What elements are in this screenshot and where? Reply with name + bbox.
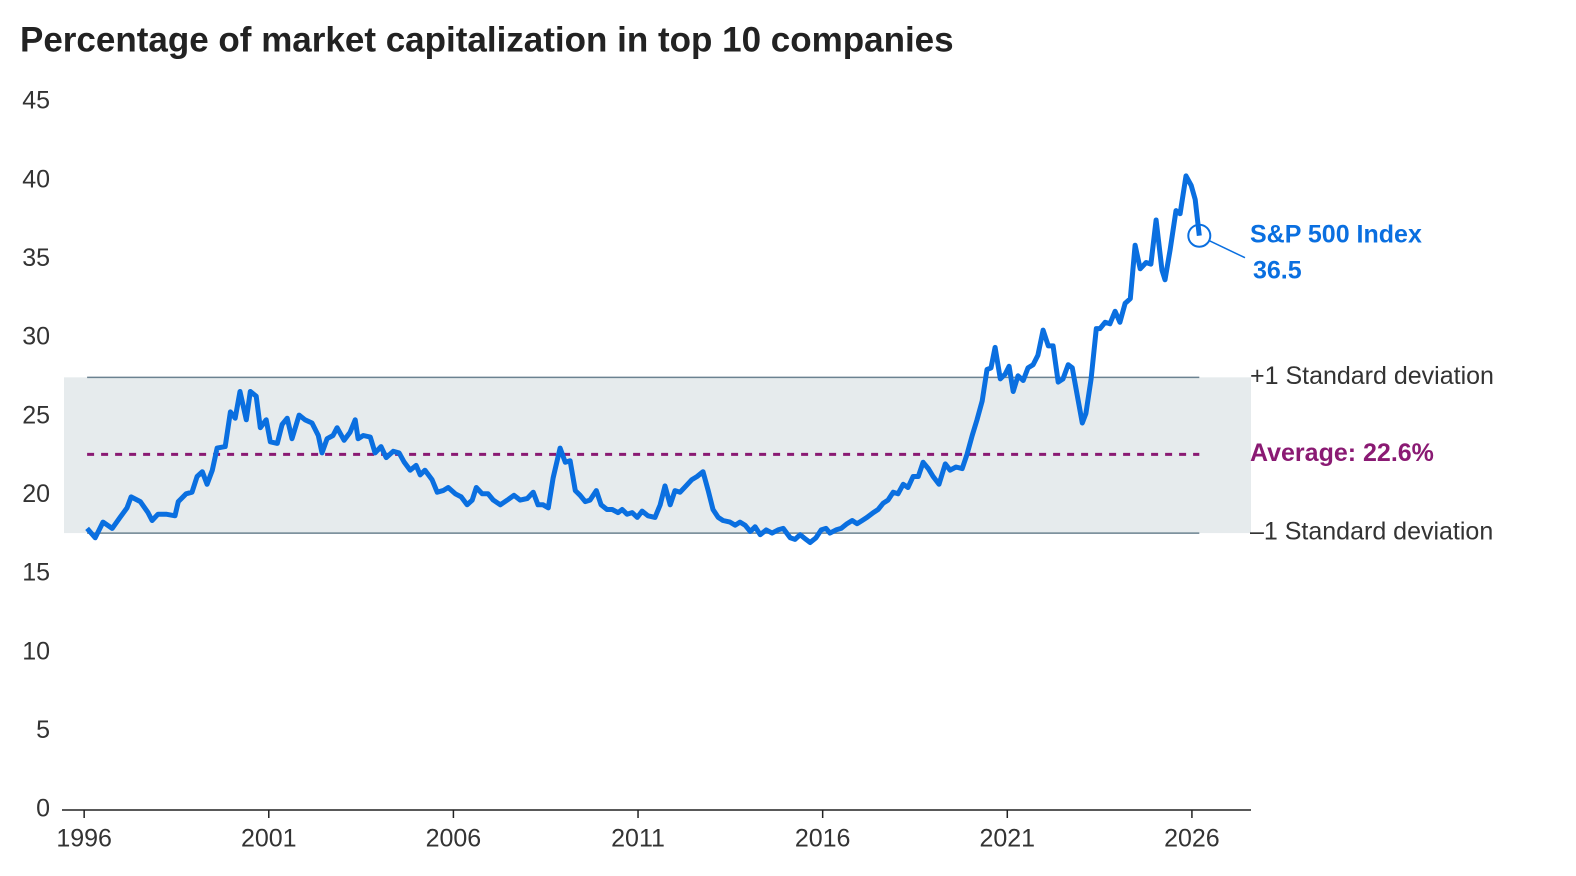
average-label: Average: 22.6% bbox=[1250, 439, 1434, 467]
y-tick-label: 45 bbox=[22, 87, 50, 115]
end-marker bbox=[1187, 223, 1212, 248]
value-label: 36.5 bbox=[1253, 257, 1302, 285]
chart-title: Percentage of market capitalization in t… bbox=[20, 20, 954, 59]
y-tick-label: 15 bbox=[22, 559, 50, 587]
y-tick-label: 20 bbox=[22, 480, 50, 508]
x-tick-label: 2006 bbox=[426, 825, 482, 853]
x-tick-label: 2001 bbox=[241, 825, 297, 853]
y-tick-label: 5 bbox=[36, 716, 50, 744]
y-tick-label: 35 bbox=[22, 244, 50, 272]
y-tick-label: 25 bbox=[22, 401, 50, 429]
x-tick-label: 2026 bbox=[1164, 825, 1220, 853]
callout-line bbox=[1208, 240, 1246, 259]
series-label: S&P 500 Index bbox=[1250, 221, 1422, 249]
sd-label: –1 Standard deviation bbox=[1250, 518, 1493, 546]
x-tick-label: 2021 bbox=[979, 825, 1035, 853]
y-tick-label: 30 bbox=[22, 323, 50, 351]
data-line bbox=[85, 173, 1202, 545]
x-tick-label: 2011 bbox=[611, 825, 665, 853]
x-tick-label: 1996 bbox=[56, 825, 112, 853]
y-tick-label: 10 bbox=[22, 637, 50, 665]
y-tick-label: 0 bbox=[36, 795, 50, 823]
sd-label: +1 Standard deviation bbox=[1250, 362, 1494, 390]
y-tick-label: 40 bbox=[22, 165, 50, 193]
x-tick-label: 2016 bbox=[795, 825, 851, 853]
